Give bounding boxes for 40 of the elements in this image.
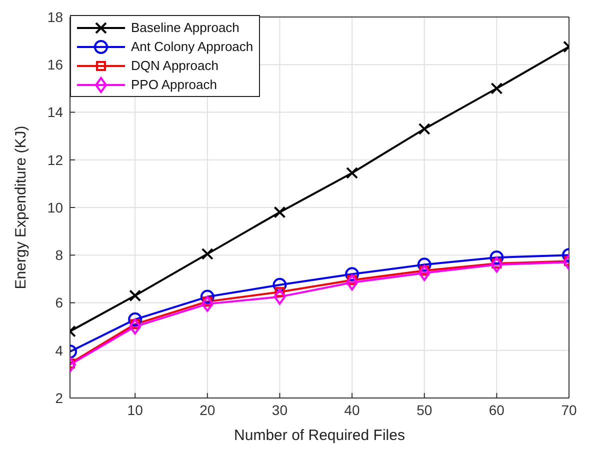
x-tick-label: 60 [488,402,505,418]
legend-label: DQN Approach [131,58,218,73]
y-axis-title: Energy Expenditure (KJ) [12,126,30,290]
x-tick-label: 30 [272,402,288,418]
point [490,256,503,273]
x-axis-title: Number of Required Files [234,427,405,444]
y-tick-label: 8 [55,247,64,264]
point [272,278,287,292]
y-tick-label: 14 [47,104,64,120]
x-tick-label: 40 [344,402,360,418]
y-tick-label: 10 [47,199,64,216]
y-tick-label: 4 [55,342,64,358]
y-tick-label: 2 [55,390,64,406]
x-tick-label: 70 [561,402,577,418]
y-tick-label: 18 [47,8,64,25]
point [129,318,142,335]
y-tick-label: 6 [55,294,64,311]
x-tick-label: 10 [127,402,144,418]
point [345,267,360,282]
x-tick-label: 20 [200,402,216,418]
point [346,166,358,179]
point [490,250,504,265]
point [274,288,286,305]
x-tick-label: 50 [416,402,432,418]
point [201,248,214,260]
point [346,274,358,291]
point [417,258,432,272]
y-tick-label: 16 [47,56,64,73]
point [129,290,142,302]
point [201,296,214,312]
legend-label: Baseline Approach [131,20,240,35]
point [490,82,503,94]
legend-label: Ant Colony Approach [131,39,254,54]
legend-label: PPO Approach [131,77,217,92]
point [200,290,214,304]
y-tick-label: 12 [47,152,64,168]
point [128,312,142,326]
point [418,122,430,135]
point [274,206,286,218]
point [418,264,430,281]
